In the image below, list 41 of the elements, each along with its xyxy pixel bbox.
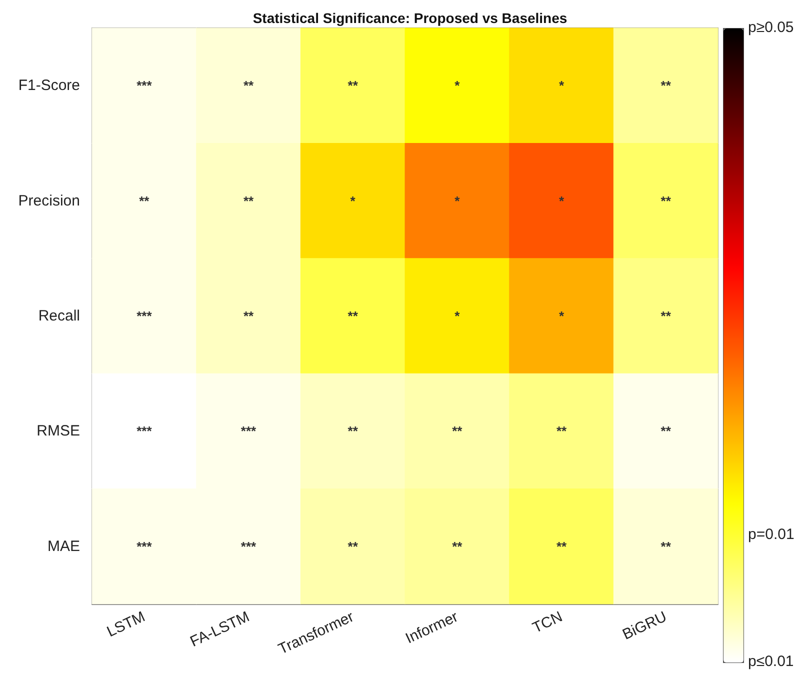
x-tick-label: TCN: [530, 608, 566, 637]
data-label: **: [452, 424, 464, 439]
y-tick-label: Recall: [38, 308, 80, 324]
y-tick-label: RMSE: [36, 422, 80, 440]
color-bar-label: p≥0.05: [748, 19, 794, 36]
chart-title: Statistical Significance: Proposed vs Baselines: [252, 10, 568, 26]
y-tick-label: MAE: [47, 538, 80, 555]
data-label: **: [243, 193, 254, 208]
y-tick-label: F1-Score: [18, 77, 80, 94]
data-label: *: [558, 78, 565, 94]
data-label: ***: [240, 424, 258, 439]
data-label: **: [139, 193, 150, 208]
data-label: ***: [136, 78, 153, 94]
data-label: *: [558, 308, 565, 324]
data-label: **: [660, 538, 672, 554]
color-bar-label: p=0.01: [748, 526, 794, 544]
color-bar-label: p≤0.01: [748, 653, 794, 670]
data-label: **: [556, 424, 568, 439]
data-label: *: [558, 193, 565, 208]
y-tick-label: Precision: [18, 192, 80, 210]
data-label: **: [348, 538, 359, 554]
data-label: ***: [136, 424, 153, 439]
data-label: **: [660, 193, 672, 208]
data-label: *: [454, 308, 461, 324]
data-label: *: [350, 193, 356, 208]
data-label: **: [348, 308, 359, 324]
data-label: **: [556, 538, 568, 554]
data-label: **: [452, 538, 464, 554]
data-label: **: [660, 424, 672, 439]
x-tick-label: LSTM: [104, 608, 148, 641]
data-label: **: [243, 78, 254, 94]
data-label: ***: [136, 308, 153, 324]
data-label: **: [243, 308, 254, 324]
data-label: **: [660, 308, 672, 324]
data-label: **: [660, 78, 672, 94]
data-label: **: [348, 78, 359, 94]
data-label: ***: [240, 538, 258, 554]
data-label: ***: [136, 538, 153, 554]
data-label: **: [348, 424, 359, 439]
data-label: *: [454, 193, 461, 208]
data-label: *: [454, 78, 461, 94]
